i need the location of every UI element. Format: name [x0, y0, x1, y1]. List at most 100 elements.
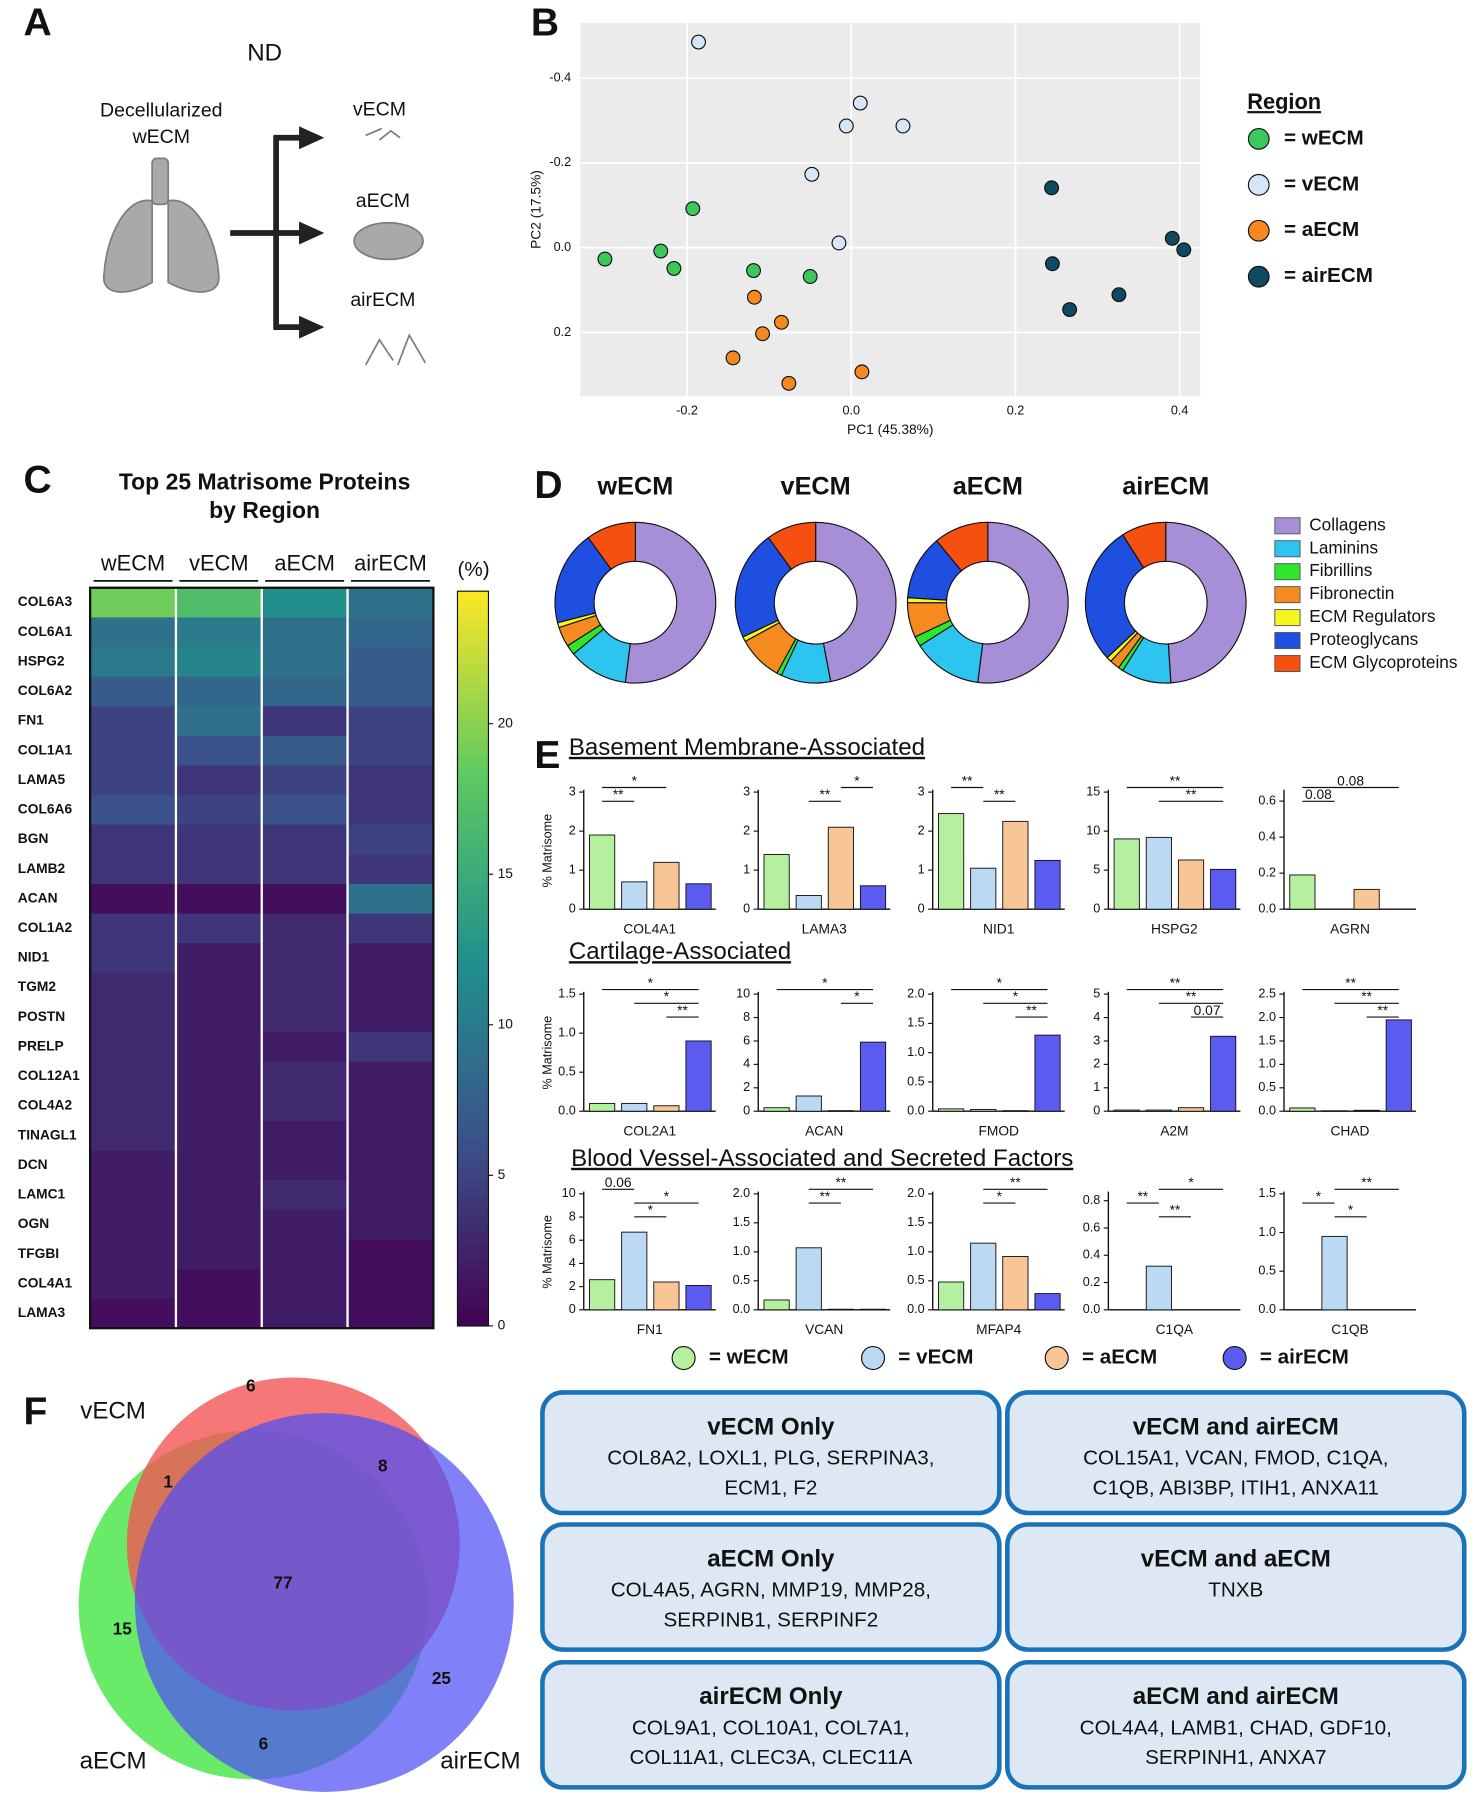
- heatmap-cell: [261, 617, 349, 648]
- colorbar-step: [457, 655, 489, 666]
- column-label: wECM: [100, 551, 165, 576]
- colorbar-step: [457, 1307, 489, 1318]
- heatmap-cell: [175, 1091, 263, 1122]
- bar: [1034, 1293, 1061, 1311]
- bar: [859, 1308, 887, 1311]
- y-tick-label: 2: [743, 1080, 750, 1094]
- row-label: COL4A2: [18, 1098, 73, 1113]
- heatmap-cell: [175, 943, 263, 974]
- heatmap-cell: [261, 1209, 349, 1240]
- gene-box: [540, 1390, 1002, 1516]
- y-tick-label: 0.5: [558, 1065, 576, 1079]
- y-tick-label: 0: [918, 902, 925, 916]
- row-label: TINAGL1: [18, 1127, 77, 1142]
- colorbar-step: [457, 848, 489, 859]
- x-tick-label: 0.4: [1171, 403, 1189, 417]
- legend-swatch: [1274, 517, 1301, 535]
- gene-box: [1005, 1659, 1467, 1790]
- colorbar-step: [457, 591, 489, 602]
- bar: [970, 867, 997, 910]
- heatmap-cell: [175, 1032, 263, 1063]
- y-tick-label: 0.0: [1258, 1302, 1276, 1316]
- x-axis-label: FMOD: [978, 1124, 1019, 1139]
- heatmap-cell: [90, 913, 177, 944]
- target-label: vECM: [353, 98, 406, 120]
- row-label: DCN: [18, 1157, 48, 1172]
- heatmap-cell: [175, 765, 263, 796]
- bar: [1113, 838, 1140, 910]
- gene-box: [1005, 1390, 1467, 1516]
- colorbar-step: [457, 756, 489, 767]
- heatmap-cell: [261, 1268, 349, 1300]
- gene-box-title: aECM and airECM: [1133, 1683, 1339, 1710]
- row-label: COL1A1: [18, 742, 73, 757]
- panel-label: B: [531, 2, 559, 45]
- legend-marker: [1247, 219, 1270, 242]
- significance-label: **: [962, 773, 973, 788]
- y-tick-label: 1.5: [733, 1215, 751, 1229]
- y-tick-label: -0.2: [549, 155, 571, 169]
- significance-label: *: [1348, 1203, 1354, 1218]
- gene-box: [540, 1659, 1002, 1790]
- significance-label: **: [819, 1189, 830, 1204]
- heatmap-cell: [175, 646, 263, 678]
- y-tick-label: 0.0: [733, 1302, 751, 1316]
- colorbar-step: [457, 747, 489, 758]
- region-count: 25: [432, 1668, 452, 1688]
- gene-box-text: COL11A1, CLEC3A, CLEC11A: [629, 1746, 912, 1769]
- y-tick-label: 1: [743, 862, 750, 876]
- donut-title: vECM: [781, 473, 851, 501]
- colorbar-step: [457, 673, 489, 684]
- y-tick-label: 1.5: [558, 986, 576, 1000]
- heatmap-cell: [347, 795, 434, 826]
- colorbar-step: [457, 1160, 489, 1171]
- x-axis-label: LAMA3: [802, 921, 847, 936]
- significance-label: **: [1170, 773, 1181, 788]
- x-axis-label: MFAP4: [976, 1322, 1021, 1337]
- column-label: airECM: [354, 551, 427, 576]
- heatmap-cell: [261, 972, 349, 1003]
- colorbar-step: [457, 728, 489, 739]
- gene-box-text: ECM1, F2: [724, 1476, 817, 1499]
- legend-marker: [1247, 265, 1270, 288]
- heatmap-cell: [261, 646, 349, 678]
- point: [1062, 302, 1078, 318]
- row-label: COL4A1: [18, 1275, 73, 1290]
- row-label: OGN: [18, 1216, 49, 1231]
- set-label: airECM: [440, 1747, 520, 1774]
- donut-title: aECM: [953, 473, 1023, 501]
- colorbar-step: [457, 976, 489, 987]
- heatmap-cell: [347, 1002, 434, 1033]
- bar: [1145, 836, 1172, 910]
- colorbar-step: [457, 701, 489, 712]
- colorbar-step: [457, 1114, 489, 1125]
- heatmap-cell: [347, 824, 434, 855]
- region-count: 6: [246, 1375, 256, 1395]
- y-tick-label: 0.0: [1258, 902, 1276, 916]
- colorbar-step: [457, 1068, 489, 1079]
- y-tick-label: 10: [736, 986, 750, 1000]
- heatmap-cell: [90, 765, 177, 796]
- x-axis-label: A2M: [1160, 1124, 1188, 1139]
- y-tick-label: 1: [569, 862, 576, 876]
- heatmap-cell: [175, 824, 263, 855]
- heatmap-cell: [90, 1120, 177, 1152]
- colorbar-step: [457, 627, 489, 638]
- colorbar-step: [457, 958, 489, 969]
- heatmap-cell: [261, 765, 349, 796]
- y-tick-label: 1.5: [907, 1016, 925, 1030]
- colorbar-step: [457, 1032, 489, 1042]
- heatmap-cell: [175, 1268, 263, 1300]
- legend-marker: [860, 1345, 886, 1371]
- y-tick-label: 2.0: [1258, 1010, 1276, 1024]
- y-tick-label: 0: [569, 902, 576, 916]
- heatmap-cell: [347, 1061, 434, 1092]
- panel-label: E: [534, 734, 560, 777]
- row-label: TGM2: [18, 979, 57, 994]
- y-tick-label: 1.0: [907, 1045, 925, 1059]
- heatmap-cell: [90, 676, 177, 707]
- bar: [621, 881, 648, 910]
- y-tick-label: 0: [1093, 902, 1100, 916]
- significance-label: *: [648, 975, 654, 990]
- significance-label: *: [997, 1189, 1003, 1204]
